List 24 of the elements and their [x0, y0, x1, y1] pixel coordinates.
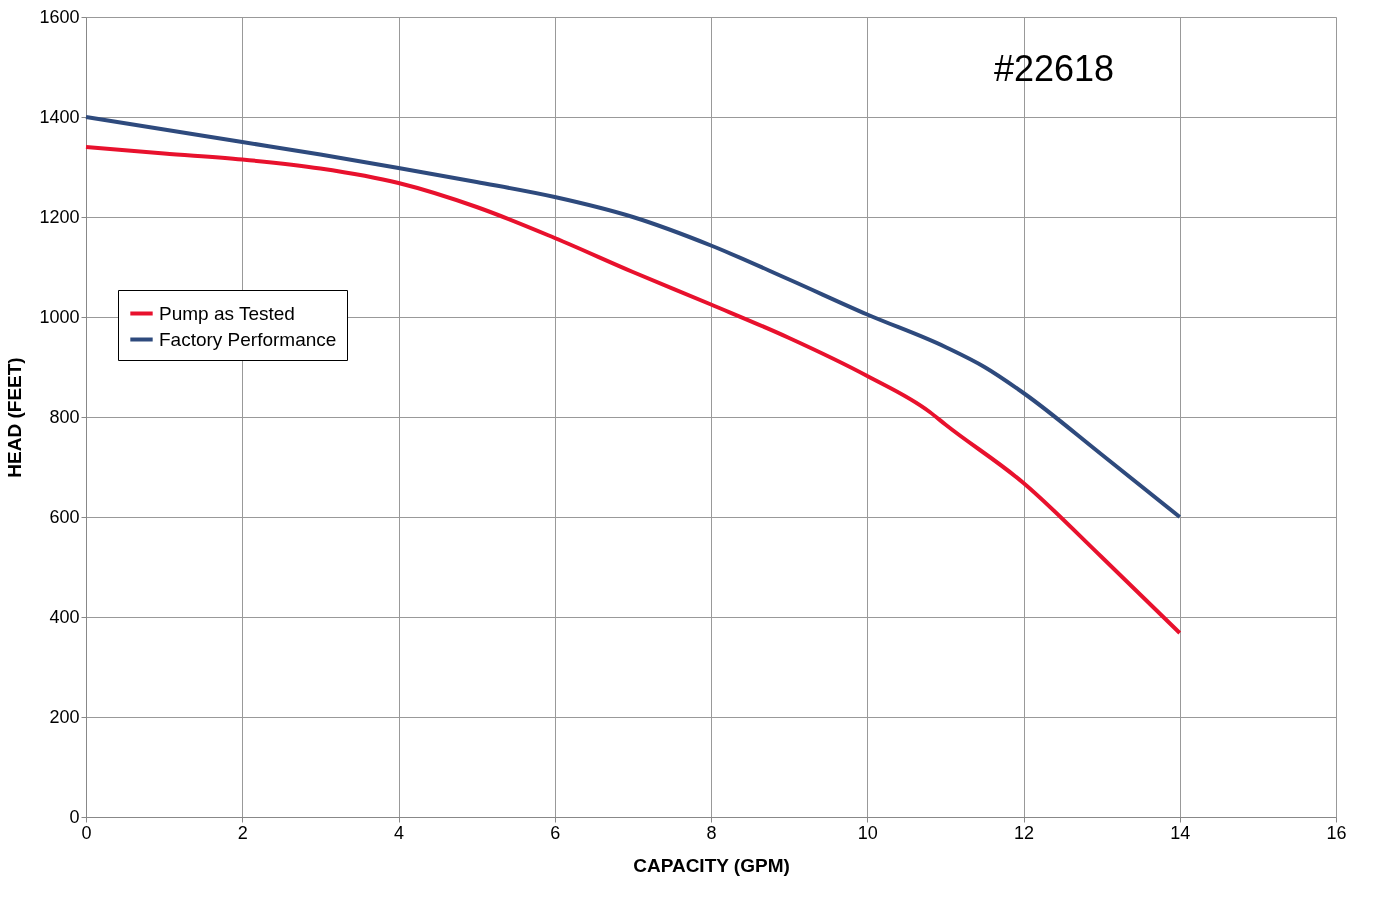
x-tick-label: 10 — [857, 822, 878, 843]
legend-label: Pump as Tested — [159, 302, 295, 324]
y-tick-label: 400 — [49, 606, 80, 627]
y-tick-label: 600 — [49, 506, 80, 527]
y-tick-label: 800 — [49, 406, 80, 427]
x-tick-label: 6 — [550, 822, 561, 843]
x-tick-label: 12 — [1013, 822, 1035, 843]
y-tick-label: 0 — [69, 806, 80, 827]
x-axis-title: CAPACITY (GPM) — [633, 854, 790, 876]
y-tick-label: 1000 — [39, 306, 80, 327]
annotation: #22618 — [993, 48, 1115, 89]
legend-label: Factory Performance — [159, 328, 337, 350]
x-tick-label: 8 — [706, 822, 717, 843]
x-tick-label: 4 — [393, 822, 405, 843]
y-tick-label: 200 — [49, 706, 80, 727]
y-axis-title: HEAD (FEET) — [4, 357, 26, 478]
line-series — [84, 145, 1182, 635]
y-tick-label: 1200 — [39, 206, 80, 227]
x-tick-label: 16 — [1326, 822, 1347, 843]
line-series — [84, 115, 1182, 519]
y-tick-label: 1400 — [39, 106, 80, 127]
x-tick-label: 14 — [1170, 822, 1191, 843]
x-tick-label: 2 — [237, 822, 248, 843]
y-tick-label: 1600 — [39, 6, 80, 27]
